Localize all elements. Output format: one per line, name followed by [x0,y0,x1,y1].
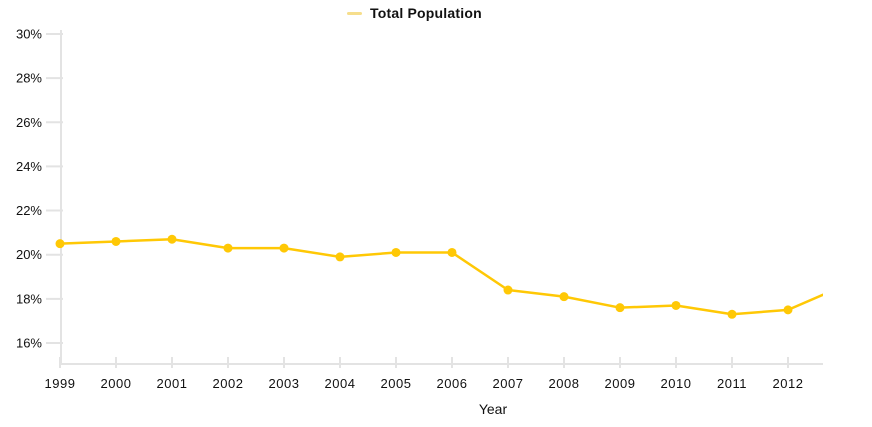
data-point-2006 [447,247,457,257]
data-point-2001 [167,234,177,244]
x-tick-label: 1999 [45,376,76,391]
data-point-2002 [223,243,233,253]
data-point-2005 [391,247,401,257]
data-point-2008 [559,292,569,302]
data-point-2004 [335,252,345,262]
legend-item-total-population[interactable]: Total Population [347,5,482,21]
x-tick-label: 2012 [773,376,804,391]
y-tick-label: 20% [16,247,42,262]
x-tick-label: 2007 [493,376,524,391]
data-point-2007 [503,285,513,295]
y-tick-label: 24% [16,159,42,174]
data-point-2009 [615,303,625,313]
data-point-2000 [111,236,121,246]
x-tick-label: 2002 [213,376,244,391]
x-tick-label: 2011 [717,376,747,391]
x-tick-label: 2008 [549,376,580,391]
x-tick-label: 2010 [661,376,692,391]
y-tick-label: 16% [16,335,42,350]
data-point-1999 [55,239,65,249]
x-tick-label: 2005 [381,376,412,391]
y-tick-label: 26% [16,115,42,130]
x-tick-label: 2003 [269,376,300,391]
data-point-2003 [279,243,289,253]
x-axis-title: Year [479,401,508,417]
x-tick-label: 2009 [605,376,636,391]
x-tick-label: 2000 [101,376,132,391]
y-tick-label: 22% [16,203,42,218]
data-point-2012 [783,305,793,315]
data-point-2010 [671,300,681,310]
x-tick-label: 2001 [157,376,188,391]
y-tick-label: 30% [16,27,42,42]
x-tick-label: 2006 [437,376,468,391]
y-tick-label: 18% [16,291,42,306]
legend-label: Total Population [370,5,482,21]
data-point-2011 [727,309,737,319]
y-tick-label: 28% [16,71,42,86]
legend-line-swatch [347,11,362,15]
x-tick-label: 2004 [325,376,356,391]
